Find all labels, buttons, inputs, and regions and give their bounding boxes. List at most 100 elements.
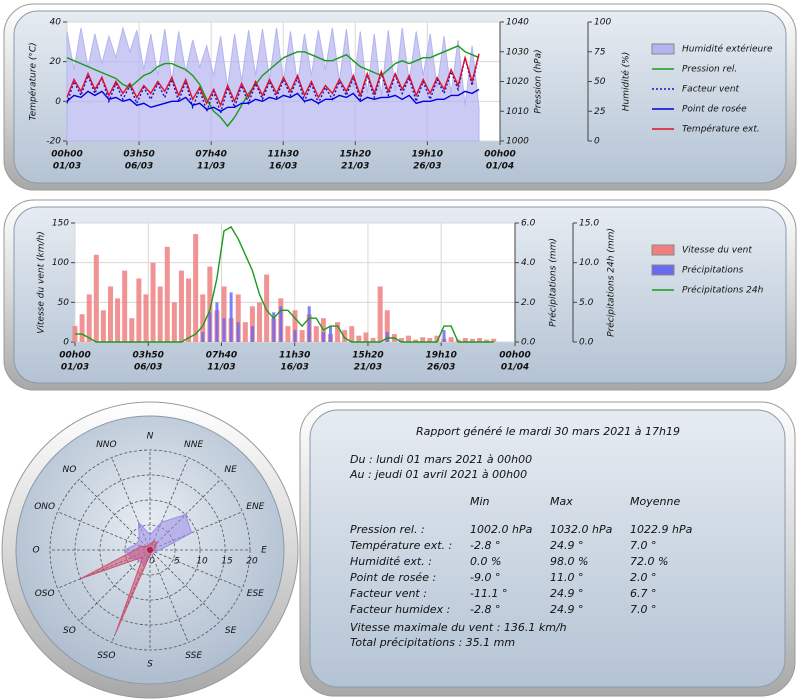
table-cell: -11.1 ° bbox=[470, 587, 507, 600]
bar bbox=[477, 338, 483, 342]
bar bbox=[235, 294, 241, 342]
wind-rose: 0 5 10 15 20 N NNE NE ENE E ESE SE SSE S SSO SO OSO O ONO N… bbox=[32, 432, 267, 670]
direction-label: NNE bbox=[184, 440, 203, 450]
bar bbox=[250, 326, 254, 342]
bar bbox=[136, 278, 142, 342]
bar bbox=[242, 322, 248, 342]
x-tick-label: 07h40 bbox=[195, 150, 226, 160]
table-cell: -2.8 ° bbox=[470, 539, 500, 552]
x-tick-label: 03h50 bbox=[123, 150, 154, 160]
legend-label: Facteur vent bbox=[682, 85, 740, 95]
bar bbox=[100, 310, 106, 342]
y-tick-label: 40 bbox=[50, 18, 62, 28]
table-cell: Facteur humidex : bbox=[350, 603, 450, 616]
y-tick-label: 5.0 bbox=[579, 298, 594, 308]
bar bbox=[150, 262, 156, 342]
bar bbox=[215, 302, 219, 342]
direction-label: SO bbox=[63, 626, 76, 636]
legend-swatch bbox=[651, 43, 675, 55]
spoke bbox=[79, 549, 151, 621]
report: Rapport généré le mardi 30 mars 2021 à 1… bbox=[349, 425, 693, 649]
bar bbox=[257, 302, 263, 342]
x-tick-label: 03h50 bbox=[132, 351, 163, 361]
x-tick-label: 19h10 bbox=[412, 150, 443, 160]
y-tick-label: 1010 bbox=[506, 107, 529, 117]
direction-label: O bbox=[32, 546, 39, 556]
table-cell: 11.0 ° bbox=[550, 571, 584, 584]
bar bbox=[328, 326, 332, 342]
x-tick-label: 26/03 bbox=[427, 363, 455, 373]
bar bbox=[86, 294, 92, 342]
y-tick-label: 20 bbox=[50, 57, 62, 67]
table-cell: 1022.9 hPa bbox=[630, 523, 693, 536]
axis-title: Température (°C) bbox=[28, 42, 39, 120]
y-tick-label: -20 bbox=[46, 137, 61, 147]
bar bbox=[377, 286, 383, 342]
bar bbox=[122, 270, 128, 342]
y-tick-label: 1030 bbox=[506, 47, 529, 57]
line bbox=[66, 44, 480, 128]
bar bbox=[398, 338, 404, 342]
y-tick-label: 100 bbox=[594, 18, 611, 28]
bar bbox=[434, 335, 440, 342]
x-tick-label: 19h10 bbox=[425, 351, 456, 361]
bar bbox=[264, 274, 270, 342]
bar bbox=[201, 332, 205, 342]
bar bbox=[299, 330, 305, 342]
x-tick-label: 01/04 bbox=[486, 162, 514, 172]
grid-ring bbox=[49, 449, 251, 651]
y-tick-label: 0 bbox=[63, 338, 69, 348]
bar bbox=[229, 292, 233, 342]
x-tick-label: 01/03 bbox=[53, 162, 81, 172]
x-tick-label: 06/03 bbox=[125, 162, 153, 172]
r-tick-label: 20 bbox=[246, 557, 258, 567]
legend-label: Température ext. bbox=[682, 124, 760, 135]
bar bbox=[293, 330, 297, 342]
bar bbox=[143, 294, 149, 342]
table-cell: Pression rel. : bbox=[350, 523, 425, 536]
table-cell: -9.0 ° bbox=[470, 571, 500, 584]
bar bbox=[193, 234, 199, 342]
bar bbox=[200, 294, 206, 342]
table-cell: 6.7 ° bbox=[630, 587, 657, 600]
y-tick-label: 10.0 bbox=[579, 258, 599, 268]
direction-label: E bbox=[261, 546, 267, 556]
bar bbox=[178, 270, 184, 342]
table-cell: 98.0 % bbox=[550, 555, 588, 568]
chart: 00h00 01/03 03h50 06/03 07h40 11/03 11h30 16/03… bbox=[37, 219, 764, 373]
table-cell: 7.0 ° bbox=[630, 603, 657, 616]
direction-label: NE bbox=[224, 465, 237, 475]
bar bbox=[442, 330, 446, 342]
bar bbox=[307, 306, 311, 342]
bar bbox=[462, 338, 468, 342]
bar bbox=[221, 286, 227, 342]
y-tick-label: 25 bbox=[594, 107, 606, 117]
x-tick-label: 16/03 bbox=[281, 363, 309, 373]
line bbox=[66, 88, 480, 113]
legend-swatch bbox=[651, 244, 675, 256]
y-tick-label: 6.0 bbox=[521, 219, 536, 229]
y-tick-label: 100 bbox=[52, 258, 69, 268]
spoke bbox=[149, 549, 189, 643]
legend-label: Pression rel. bbox=[682, 65, 737, 75]
table-header: Min bbox=[470, 495, 490, 508]
legend-label: Point de rosée bbox=[682, 104, 747, 115]
r-tick-label: 5 bbox=[174, 557, 180, 567]
x-tick-label: 11h30 bbox=[267, 150, 298, 160]
x-tick-label: 11/03 bbox=[197, 162, 225, 172]
r-tick-label: 15 bbox=[221, 557, 233, 567]
bar bbox=[285, 326, 291, 342]
x-tick-label: 11h30 bbox=[279, 351, 310, 361]
bar bbox=[292, 310, 298, 342]
bar bbox=[342, 330, 348, 342]
report-from: Du : lundi 01 mars 2021 à 00h00 bbox=[350, 453, 532, 466]
table-cell: 24.9 ° bbox=[550, 603, 584, 616]
axis-title: Vitesse du vent (km/h) bbox=[37, 231, 47, 333]
bar bbox=[164, 246, 170, 342]
direction-label: SE bbox=[225, 626, 237, 636]
bar bbox=[129, 318, 135, 342]
bar bbox=[356, 335, 362, 342]
direction-label: ESE bbox=[247, 589, 264, 599]
line bbox=[66, 53, 480, 116]
x-tick-label: 07h40 bbox=[206, 351, 237, 361]
